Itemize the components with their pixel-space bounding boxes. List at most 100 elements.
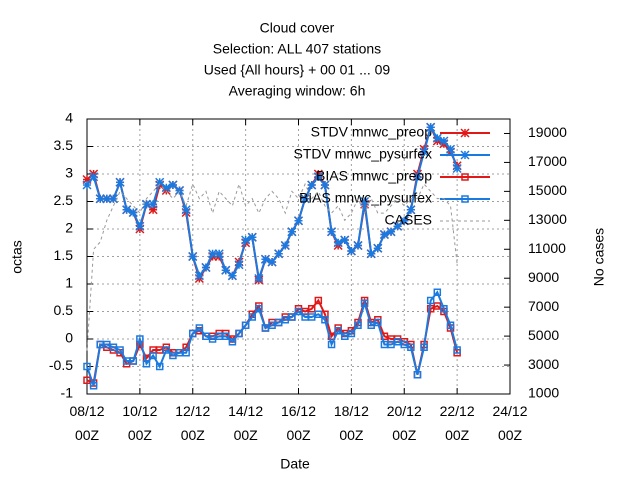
marker	[89, 172, 99, 182]
marker	[102, 194, 112, 204]
marker	[293, 216, 304, 226]
marker	[168, 180, 178, 190]
x-tick-label-line: 00Z	[75, 427, 100, 443]
marker	[360, 299, 369, 307]
marker	[320, 180, 330, 190]
marker	[366, 249, 376, 259]
marker	[235, 329, 243, 338]
marker	[135, 221, 145, 231]
marker	[393, 221, 403, 231]
legend-label: BIAS mnwc_preop	[316, 168, 432, 184]
marker	[148, 199, 158, 209]
marker	[95, 194, 105, 204]
marker	[327, 340, 336, 349]
marker	[313, 172, 323, 182]
marker	[83, 362, 91, 371]
marker	[307, 305, 316, 313]
y-tick-label: 3.5	[54, 137, 74, 153]
legend-label: STDV mnwc_preop	[311, 124, 433, 140]
y2-tick-label: 5000	[528, 327, 559, 343]
marker	[460, 150, 470, 160]
marker	[241, 235, 251, 245]
y-tick-label: 0	[65, 330, 73, 346]
marker	[136, 335, 144, 343]
x-tick-label: 10/12 00Z	[122, 403, 157, 443]
x-tick-label-line: 14/12	[228, 403, 263, 419]
marker	[353, 240, 363, 251]
marker	[260, 254, 270, 264]
marker	[406, 205, 416, 215]
marker	[227, 271, 237, 281]
marker	[420, 343, 428, 351]
marker	[189, 329, 197, 338]
y2-tick-label: 11000	[528, 240, 566, 256]
y2-tick-label: 17000	[528, 153, 567, 169]
marker	[241, 321, 250, 329]
marker	[287, 227, 297, 237]
marker	[407, 343, 415, 351]
marker	[446, 321, 455, 329]
y2-tick-label: 9000	[528, 269, 559, 285]
x-tick-label-line: 22/12	[440, 403, 475, 419]
marker	[433, 288, 442, 296]
y2-tick-label: 19000	[528, 124, 567, 140]
x-tick-label: 18/12 00Z	[334, 403, 369, 443]
marker	[300, 194, 310, 204]
x-tick-label-line: 08/12	[69, 403, 104, 419]
marker	[274, 249, 284, 259]
marker	[294, 307, 303, 316]
x-tick-label-line: 00Z	[339, 427, 364, 443]
marker	[129, 357, 138, 365]
marker	[460, 128, 470, 138]
marker	[347, 329, 356, 338]
y-tick-label: 0.5	[54, 302, 74, 318]
marker	[360, 196, 370, 207]
marker	[222, 332, 230, 340]
x-tick-label-line: 00Z	[128, 427, 153, 443]
y-tick-label: 2	[65, 220, 73, 236]
legend-label: STDV mnwc_pysurfex	[294, 146, 432, 162]
y-tick-label: 2.5	[54, 192, 74, 208]
y-axis-label: octas	[9, 240, 25, 273]
marker	[267, 257, 277, 267]
marker	[247, 232, 257, 242]
marker	[89, 382, 98, 390]
x-tick-label-line: 20/12	[387, 403, 422, 419]
marker	[412, 172, 422, 182]
marker	[195, 324, 204, 332]
x-tick-label: 14/12 00Z	[228, 403, 263, 443]
marker	[254, 273, 264, 284]
marker	[82, 180, 92, 190]
marker	[419, 147, 429, 157]
marker	[354, 321, 362, 329]
marker	[373, 243, 383, 253]
marker	[148, 205, 158, 215]
y2-tick-label: 7000	[528, 298, 559, 314]
marker	[413, 371, 422, 379]
plot-border	[86, 118, 511, 395]
y-tick-label: -0.5	[49, 357, 73, 373]
marker	[399, 216, 409, 226]
x-tick-label: 16/12 00Z	[281, 403, 316, 443]
x-tick-label: 24/12 00Z	[492, 403, 527, 443]
marker	[108, 194, 118, 204]
x-tick-label: 08/12 00Z	[69, 403, 104, 443]
marker	[221, 265, 231, 275]
x-tick-label-line: 16/12	[281, 403, 316, 419]
marker	[141, 199, 152, 209]
y2-tick-label: 1000	[528, 385, 559, 401]
x-axis-label: Date	[280, 456, 310, 472]
marker	[307, 180, 317, 190]
marker	[374, 318, 382, 327]
marker	[128, 207, 138, 218]
marker	[288, 313, 296, 321]
marker	[461, 173, 469, 181]
marker	[327, 227, 337, 237]
x-tick-label-line: 24/12	[492, 403, 527, 419]
legend-label: BIAS mnwc_pysurfex	[299, 190, 432, 206]
x-tick-label-line: 18/12	[334, 403, 369, 419]
marker	[194, 271, 204, 281]
marker	[208, 249, 218, 259]
